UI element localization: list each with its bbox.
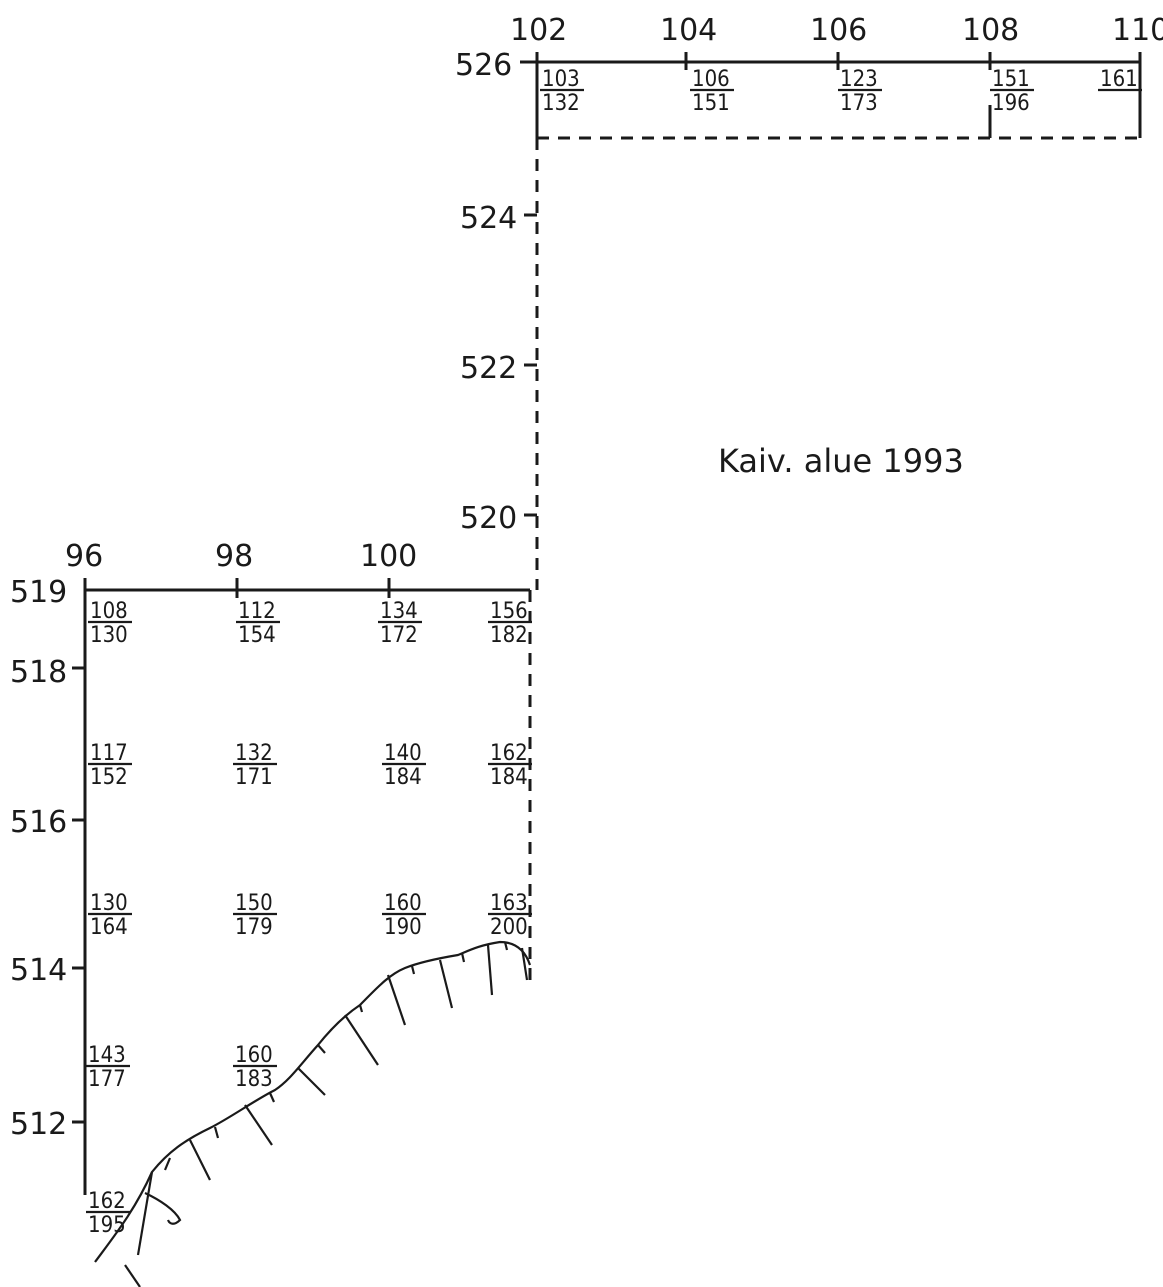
- measurement-top: 163: [490, 891, 528, 916]
- measurement-bottom: 196: [992, 91, 1030, 116]
- measurement-top: 151: [992, 67, 1030, 92]
- upper-x-label: 104: [660, 13, 717, 48]
- upper-y-axis: 526 524 522 520: [455, 48, 517, 536]
- measurement-top: 156: [490, 599, 528, 624]
- measurement-bottom: 177: [88, 1067, 126, 1092]
- upper-area-frame: [520, 52, 1142, 140]
- measurement-bottom: 183: [235, 1067, 273, 1092]
- measurement-bottom: 152: [90, 765, 128, 790]
- lower-measurements: 1081301121541341721561821171521321711401…: [86, 599, 532, 1238]
- measurement-top: 140: [384, 741, 422, 766]
- lower-x-label: 100: [360, 539, 417, 574]
- measurement-bottom: 132: [542, 91, 580, 116]
- upper-y-label: 522: [460, 351, 517, 386]
- area-title: Kaiv. alue 1993: [718, 442, 964, 480]
- measurement-bottom: 184: [384, 765, 422, 790]
- lower-x-axis: 96 98 100: [65, 539, 417, 574]
- measurement-bottom: 200: [490, 915, 528, 940]
- upper-x-label: 102: [510, 13, 567, 48]
- lower-x-label: 96: [65, 539, 103, 574]
- measurement-bottom: 171: [235, 765, 273, 790]
- upper-x-axis: 102 104 106 108 110: [510, 13, 1163, 48]
- upper-y-label: 520: [460, 501, 517, 536]
- upper-y-label: 524: [460, 201, 517, 236]
- measurement-top: 143: [88, 1043, 126, 1068]
- measurement-top: 112: [238, 599, 276, 624]
- measurement-bottom: 195: [88, 1213, 126, 1238]
- measurement-bottom: 130: [90, 623, 128, 648]
- upper-y-label: 526: [455, 48, 512, 83]
- lower-y-label: 516: [10, 805, 67, 840]
- measurement-bottom: 154: [238, 623, 276, 648]
- measurement-top: 108: [90, 599, 128, 624]
- lower-y-axis: 519 518 516 514 512: [10, 575, 67, 1142]
- lower-y-label: 514: [10, 953, 67, 988]
- measurement-bottom: 164: [90, 915, 128, 940]
- lower-y-label: 512: [10, 1107, 67, 1142]
- measurement-top: 160: [384, 891, 422, 916]
- upper-x-label: 108: [962, 13, 1019, 48]
- measurement-top: 123: [840, 67, 878, 92]
- measurement-bottom: 179: [235, 915, 273, 940]
- measurement-top: 160: [235, 1043, 273, 1068]
- measurement-top: 106: [692, 67, 730, 92]
- measurement-bottom: 151: [692, 91, 730, 116]
- measurement-top: 162: [88, 1189, 126, 1214]
- measurement-top: 132: [235, 741, 273, 766]
- measurement-top: 150: [235, 891, 273, 916]
- measurement-bottom: 190: [384, 915, 422, 940]
- measurement-bottom: 182: [490, 623, 528, 648]
- measurement-top: 162: [490, 741, 528, 766]
- measurement-bottom: 172: [380, 623, 418, 648]
- measurement-bottom: 173: [840, 91, 878, 116]
- measurement-top: 130: [90, 891, 128, 916]
- measurement-top: 134: [380, 599, 418, 624]
- measurement-top: 117: [90, 741, 128, 766]
- measurement-top: 161: [1100, 67, 1138, 92]
- lower-x-label: 98: [215, 539, 253, 574]
- lower-area-frame: [72, 578, 530, 1195]
- lower-y-label: 518: [10, 655, 67, 690]
- measurement-top: 103: [542, 67, 580, 92]
- slope-edge: [94, 940, 532, 1287]
- dashed-boundary: [524, 138, 539, 980]
- lower-y-label: 519: [10, 575, 67, 610]
- upper-x-label: 106: [810, 13, 867, 48]
- measurement-pair: 161: [1098, 67, 1142, 92]
- measurement-bottom: 184: [490, 765, 528, 790]
- upper-x-label: 110: [1112, 13, 1163, 48]
